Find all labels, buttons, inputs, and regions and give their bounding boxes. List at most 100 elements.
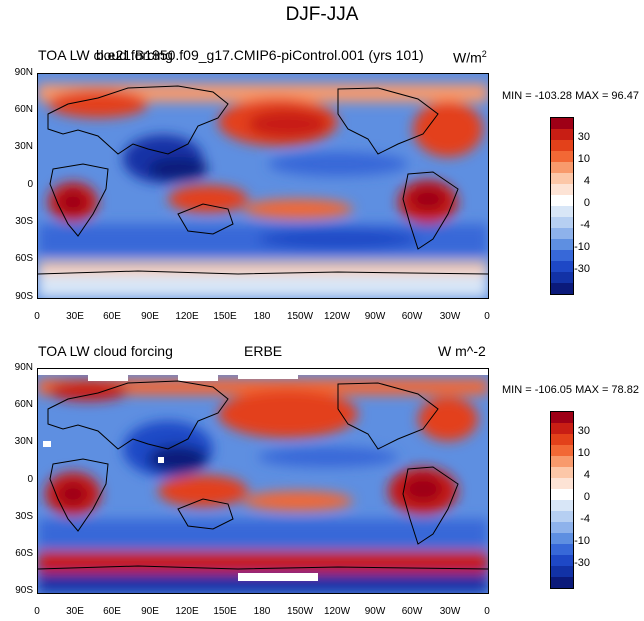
units-text: W/m	[453, 49, 482, 66]
contour-map-svg	[38, 369, 488, 593]
colorbar-label: 0	[583, 197, 590, 209]
colorbar-label: 4	[583, 469, 590, 481]
colorbar-swatch	[551, 195, 573, 206]
missing-data-patches	[38, 369, 488, 581]
panel-left-title: TOA LW cloud forcing	[38, 47, 173, 63]
colorbar-swatch	[551, 544, 573, 555]
minmax-label: MIN = -103.28 MAX = 96.47	[502, 90, 639, 102]
lon-tick: 150E	[213, 606, 237, 617]
lon-tick: 0	[484, 606, 490, 617]
lon-tick: 120W	[323, 606, 351, 617]
minmax-label: MIN = -106.05 MAX = 78.82	[502, 384, 639, 396]
colorbar-label: -30	[574, 557, 590, 569]
lon-tick: 90W	[364, 311, 386, 322]
colorbar-swatch	[551, 228, 573, 239]
colorbar-swatch	[551, 555, 573, 566]
colorbar-swatch	[551, 478, 573, 489]
colorbar-swatch	[551, 533, 573, 544]
lon-tick: 90W	[364, 606, 386, 617]
lon-tick: 30E	[66, 606, 84, 617]
colorbar-label: -10	[574, 241, 590, 253]
lon-tick: 120W	[323, 311, 351, 322]
colorbar-swatch	[551, 162, 573, 173]
colorbar-swatch	[551, 173, 573, 184]
colorbar-label: -10	[574, 535, 590, 547]
lat-tick-eq: 0	[27, 179, 33, 190]
colorbar-swatch	[551, 522, 573, 533]
colorbar-swatch	[551, 566, 573, 577]
lat-tick-30s: 30S	[15, 216, 33, 227]
colorbar-swatch	[551, 283, 573, 294]
lon-tick: 120E	[175, 606, 199, 617]
lat-tick-30s: 30S	[15, 511, 33, 522]
colorbar-swatch	[551, 118, 573, 129]
field-blobs	[38, 84, 488, 298]
colorbar-label: -4	[580, 513, 590, 525]
units-superscript: 2	[481, 49, 487, 59]
colorbar-swatch	[551, 412, 573, 423]
lat-tick-90n: 90N	[14, 362, 33, 373]
colorbar-swatch	[551, 272, 573, 283]
coastlines	[38, 380, 488, 570]
colorbar-label: -30	[574, 263, 590, 275]
colorbar-swatch	[551, 261, 573, 272]
lat-tick-90s: 90S	[15, 585, 33, 596]
colorbar-swatch	[551, 217, 573, 228]
colorbar-label: 10	[577, 447, 590, 459]
panel-left-title: TOA LW cloud forcing	[38, 343, 173, 359]
colorbar-label: 4	[583, 175, 590, 187]
lon-tick: 0	[34, 606, 40, 617]
lat-tick-60s: 60S	[15, 253, 33, 264]
lon-tick: 0	[34, 311, 40, 322]
colorbar-swatch	[551, 467, 573, 478]
panel-units: W/m2	[453, 49, 487, 66]
colorbar-swatch	[551, 434, 573, 445]
lon-tick: 120E	[175, 311, 199, 322]
colorbar-label: 10	[577, 153, 590, 165]
colorbar-label: 0	[583, 491, 590, 503]
lat-tick-90s: 90S	[15, 291, 33, 302]
lon-tick: 60W	[401, 606, 423, 617]
lon-tick: 150W	[286, 311, 314, 322]
colorbar-swatch	[551, 500, 573, 511]
lat-tick-30n: 30N	[14, 141, 33, 152]
lon-tick: 180	[253, 311, 271, 322]
colorbar-swatch	[551, 151, 573, 162]
lat-tick-60n: 60N	[14, 104, 33, 115]
map-plot-model	[37, 73, 489, 299]
colorbar-swatch	[551, 184, 573, 195]
colorbar-model	[550, 117, 574, 295]
colorbar-label: 30	[577, 131, 590, 143]
colorbar-label: 30	[577, 425, 590, 437]
lat-tick-90n: 90N	[14, 67, 33, 78]
panel-center-title: b.e21.B1850.f09_g17.CMIP6-piControl.001 …	[96, 47, 424, 63]
colorbar-swatch	[551, 423, 573, 434]
colorbar-swatch	[551, 489, 573, 500]
colorbar-swatch	[551, 577, 573, 588]
colorbar-obs	[550, 411, 574, 589]
lon-tick: 60E	[103, 311, 121, 322]
lon-tick: 180	[253, 606, 271, 617]
panel-center-title: ERBE	[244, 343, 283, 359]
panel-units: W m^-2	[438, 343, 486, 359]
colorbar-swatch	[551, 250, 573, 261]
colorbar-swatch	[551, 129, 573, 140]
lon-tick: 90E	[141, 311, 159, 322]
contour-map-svg	[38, 74, 488, 298]
coastlines	[38, 85, 488, 275]
lat-tick-eq: 0	[27, 474, 33, 485]
lon-tick: 90E	[141, 606, 159, 617]
lon-tick: 150E	[213, 311, 237, 322]
lon-tick: 60E	[103, 606, 121, 617]
page-title: DJF-JJA	[285, 4, 359, 25]
colorbar-swatch	[551, 140, 573, 151]
colorbar-label: -4	[580, 219, 590, 231]
colorbar-swatch	[551, 456, 573, 467]
colorbar-swatch	[551, 239, 573, 250]
lon-tick: 0	[484, 311, 490, 322]
lat-tick-60s: 60S	[15, 548, 33, 559]
lat-tick-60n: 60N	[14, 399, 33, 410]
colorbar-swatch	[551, 445, 573, 456]
map-plot-obs	[37, 368, 489, 594]
lat-tick-30n: 30N	[14, 436, 33, 447]
